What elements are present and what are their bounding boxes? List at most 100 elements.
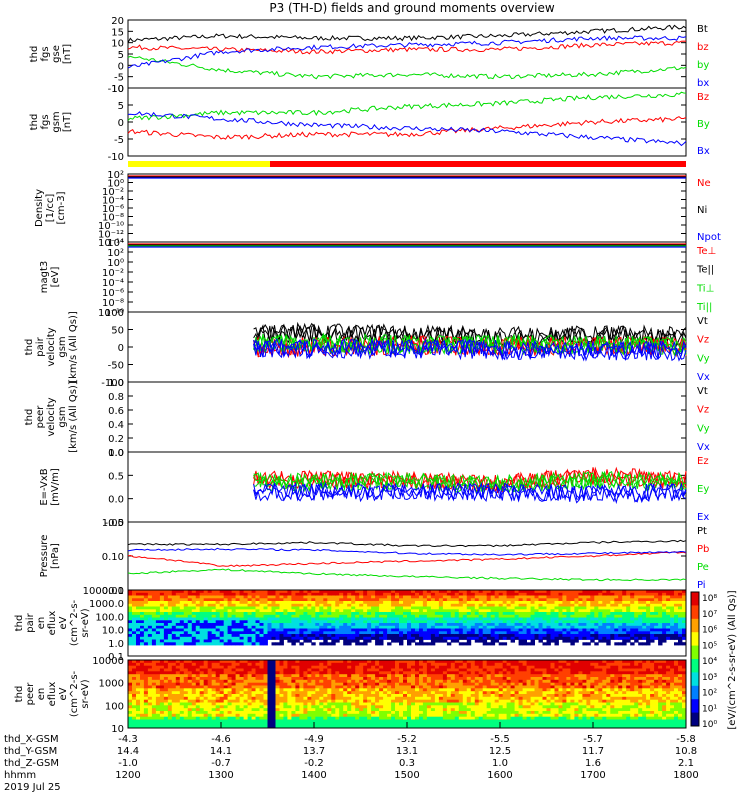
spec-cell [339,719,344,723]
spec-cell [203,631,209,635]
spec-cell [534,636,539,640]
spec-cell [283,603,288,607]
spec-cell [283,634,288,638]
spec-cell [438,679,444,683]
spec-cell [215,598,221,602]
spec-cell [422,696,428,700]
spec-cell [275,679,280,683]
panel-density: 10²10⁰10⁻²10⁻⁴10⁻⁶10⁻⁸10⁻¹⁰10⁻¹²10⁻¹⁴Den… [34,170,721,249]
spec-cell [335,628,340,632]
spec-cell [207,696,213,700]
spec-cell [387,708,392,712]
spec-cell [494,636,500,640]
spec-cell [562,609,567,613]
spec-cell [446,614,452,618]
spec-cell [407,702,412,706]
spec-cell [143,606,149,610]
spec-cell [159,639,165,643]
spec-cell [442,665,448,669]
spec-cell [128,617,133,621]
spec-cell [275,708,280,712]
spec-cell [331,679,336,683]
spec-cell [283,662,288,666]
spec-cell [147,674,153,678]
spec-cell [634,592,639,596]
spec-cell [654,617,659,621]
spec-cell [271,625,276,629]
spec-cell [271,617,276,621]
spec-cell [618,617,623,621]
spec-cell [403,617,408,621]
spec-cell [642,598,647,602]
spec-cell [650,623,655,627]
spec-cell [674,623,679,627]
spec-cell [430,725,436,729]
spec-cell [136,679,141,683]
spec-cell [140,625,145,629]
spec-cell [163,603,169,607]
spec-cell [132,671,137,675]
spec-cell [662,631,667,635]
spec-cell [642,609,647,613]
spec-cell [618,642,623,646]
series-ex [253,481,687,505]
spec-cell [415,719,420,723]
spec-cell [287,722,292,726]
spec-cell [128,628,133,632]
spec-cell [136,590,141,594]
spec-cell [331,595,336,599]
spec-cell [303,620,308,624]
spec-cell [415,620,420,624]
spec-cell [558,601,563,605]
spec-cell [199,674,205,678]
spec-cell [275,702,280,706]
spec-cell [303,688,308,692]
spec-cell [331,694,336,698]
spec-cell [375,688,380,692]
spec-cell [630,614,635,618]
spec-cell [363,668,368,672]
spec-cell [454,590,460,594]
spec-cell [590,598,595,602]
spec-cell [159,628,165,632]
spec-cell [171,671,177,675]
spec-cell [319,696,324,700]
spec-cell [526,634,531,638]
spec-cell [674,634,679,638]
spec-cell [287,674,292,678]
spec-cell [434,590,440,594]
spec-cell [363,688,368,692]
spec-cell [307,665,312,669]
spec-cell [514,628,519,632]
spec-cell [287,702,292,706]
spec-cell [267,696,272,700]
spec-cell [299,636,304,640]
spec-cell [395,674,400,678]
spec-cell [343,614,348,618]
spec-cell [132,623,137,627]
spec-cell [171,679,177,683]
spec-cell [223,628,229,632]
spec-cell [323,603,328,607]
spec-cell [179,691,185,695]
spec-cell [179,716,185,720]
spec-cell [235,696,240,700]
legend-ti⊥: Ti⊥ [696,283,714,294]
spec-cell [291,699,296,703]
spec-cell [151,631,157,635]
spec-cell [347,682,352,686]
spec-cell [438,668,444,672]
spec-cell [339,601,344,605]
spec-cell [446,628,452,632]
spec-cell [403,677,408,681]
spec-cell [191,606,197,610]
spec-cell [522,642,527,646]
spec-cell [454,679,460,683]
spec-cell [143,625,149,629]
spec-cell [215,708,221,712]
spec-cell [550,606,555,610]
spec-cell [199,662,205,666]
spec-cell [199,711,205,715]
spec-cell [279,620,284,624]
spec-cell [415,691,420,695]
